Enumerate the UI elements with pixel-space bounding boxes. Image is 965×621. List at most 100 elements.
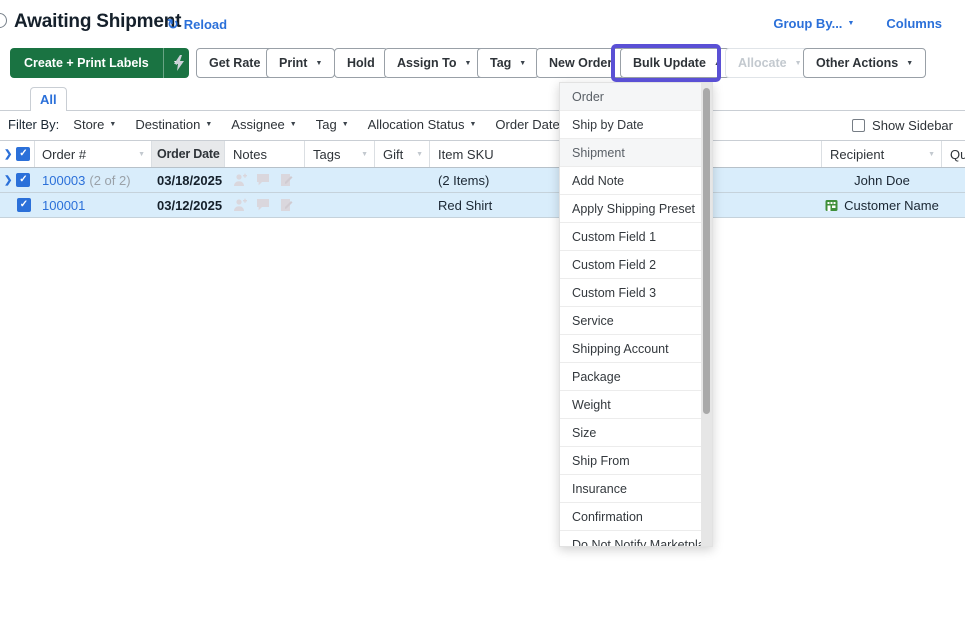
bulk-update-label: Bulk Update [633,56,706,70]
menu-item-custom-field-3[interactable]: Custom Field 3 [560,279,712,307]
filter-destination-label: Destination [135,117,201,132]
menu-item-custom-field-2[interactable]: Custom Field 2 [560,251,712,279]
order-number-link[interactable]: 100001 [42,197,86,213]
header-quantity-label: Quantity [950,146,965,162]
edit-note-icon[interactable] [279,173,293,187]
filter-bar: Filter By: Store ▼ Destination ▼ Assignee ▼… [8,117,654,132]
reload-button[interactable]: ↻ Reload [167,16,227,33]
filter-assignee[interactable]: Assignee ▼ [231,117,296,132]
header-tags-label: Tags [313,146,341,162]
menu-item-apply-shipping-preset[interactable]: Apply Shipping Preset [560,195,712,223]
tags-cell [305,168,375,192]
chevron-down-icon[interactable]: ▼ [361,150,368,158]
show-sidebar-toggle[interactable]: Show Sidebar [852,118,953,133]
chevron-down-icon[interactable]: ▼ [928,150,935,158]
select-all-checkbox[interactable]: ✓ [16,147,31,161]
expand-row-icon[interactable]: ❯ [4,174,13,186]
menu-scrollbar[interactable] [701,83,712,546]
menu-item-shipping-account[interactable]: Shipping Account [560,335,712,363]
tab-all[interactable]: All [30,87,67,111]
filter-tag-label: Tag [315,117,337,132]
table-row[interactable]: ✓ 100001 03/12/2025 Red Shirt Customer N… [0,193,965,218]
other-actions-label: Other Actions [816,56,899,70]
group-by-button[interactable]: Group By... ▼ [773,16,854,31]
tab-all-label: All [40,92,57,107]
header-order-date-label: Order Date [157,147,220,161]
menu-item-package[interactable]: Package [560,363,712,391]
filter-destination[interactable]: Destination ▼ [135,117,212,132]
chevron-up-icon: ▲ [713,59,721,67]
filter-store[interactable]: Store ▼ [73,117,116,132]
header-notes[interactable]: Notes [225,141,305,167]
order-date-cell: 03/12/2025 [157,197,223,213]
chevron-down-icon: ▼ [341,121,349,128]
edit-note-icon[interactable] [279,198,293,212]
menu-item-size[interactable]: Size [560,419,712,447]
chevron-down-icon[interactable]: ▼ [138,150,145,158]
hold-button[interactable]: Hold [334,48,388,78]
filter-assignee-label: Assignee [231,117,285,132]
collapse-sidebar-icon[interactable] [0,13,7,28]
chevron-down-icon: ▼ [289,121,297,128]
chevron-down-icon: ▼ [315,59,323,67]
table-row[interactable]: ❯ ✓ 100003 (2 of 2) 03/18/2025 (2 Items)… [0,168,965,193]
assign-to-button[interactable]: Assign To ▼ [384,48,485,78]
refresh-icon: ↻ [167,16,179,32]
menu-item-add-note[interactable]: Add Note [560,167,712,195]
tags-cell [305,193,375,217]
header-tags[interactable]: Tags ▼ [305,141,375,167]
bulk-update-button[interactable]: Bulk Update ▲ [620,48,734,78]
new-order-label: New Order [549,56,613,70]
comment-icon[interactable] [256,198,270,212]
show-sidebar-checkbox[interactable] [852,119,866,132]
order-number-link[interactable]: 100003 [42,172,86,188]
tag-button[interactable]: Tag ▼ [477,48,540,78]
menu-item-do-not-notify-marketplace[interactable]: Do Not Notify Marketplace [560,531,712,546]
page-title: Awaiting Shipment [14,11,182,32]
menu-item-custom-field-1[interactable]: Custom Field 1 [560,223,712,251]
assign-user-icon[interactable] [233,198,247,212]
comment-icon[interactable] [256,173,270,187]
print-button[interactable]: Print ▼ [266,48,336,78]
chevron-down-icon[interactable]: ▼ [416,150,423,158]
tab-divider [0,110,965,111]
menu-item-weight[interactable]: Weight [560,391,712,419]
menu-group-shipment: Shipment [560,139,712,167]
other-actions-button[interactable]: Other Actions ▼ [803,48,927,78]
menu-item-confirmation[interactable]: Confirmation [560,503,712,531]
chevron-down-icon: ▼ [794,59,802,67]
create-print-labels-label: Create + Print Labels [24,56,149,70]
header-gift-label: Gift [383,146,404,162]
menu-item-ship-by-date[interactable]: Ship by Date [560,111,712,139]
menu-scrollbar-thumb[interactable] [703,88,710,414]
menu-item-service[interactable]: Service [560,307,712,335]
tag-label: Tag [490,56,512,70]
row-checkbox[interactable]: ✓ [17,198,31,212]
chevron-down-icon: ▼ [519,59,527,67]
header-recipient[interactable]: Recipient ▼ [822,141,942,167]
reload-label: Reload [183,17,228,32]
bulk-update-menu: Order Ship by Date Shipment Add Note App… [559,82,713,547]
menu-item-ship-from[interactable]: Ship From [560,447,712,475]
menu-item-insurance[interactable]: Insurance [560,475,712,503]
header-gift[interactable]: Gift ▼ [375,141,430,167]
create-print-labels-button[interactable]: Create + Print Labels ▼ [10,48,189,78]
recipient-cell: John Doe [822,168,942,192]
row-controls-cell: ❯ ✓ [0,168,35,192]
order-date-cell: 03/18/2025 [157,172,223,188]
notes-cell [225,168,305,192]
header-order-date[interactable]: Order Date▼ [152,141,225,167]
assign-user-icon[interactable] [233,173,247,187]
expand-all-icon[interactable]: ❯ [4,148,13,160]
columns-button[interactable]: Columns [886,16,942,31]
row-checkbox[interactable]: ✓ [16,173,31,187]
filter-tag[interactable]: Tag ▼ [316,117,349,132]
get-rate-button[interactable]: Get Rate [196,48,274,78]
filter-allocation-status[interactable]: Allocation Status ▼ [368,117,477,132]
new-order-button[interactable]: New Order [536,48,626,78]
header-quantity[interactable]: Quantity [942,141,965,167]
header-order-number[interactable]: Order # ▼ [35,141,152,167]
group-by-label: Group By... [773,16,843,31]
filter-allocation-status-label: Allocation Status [367,117,465,132]
